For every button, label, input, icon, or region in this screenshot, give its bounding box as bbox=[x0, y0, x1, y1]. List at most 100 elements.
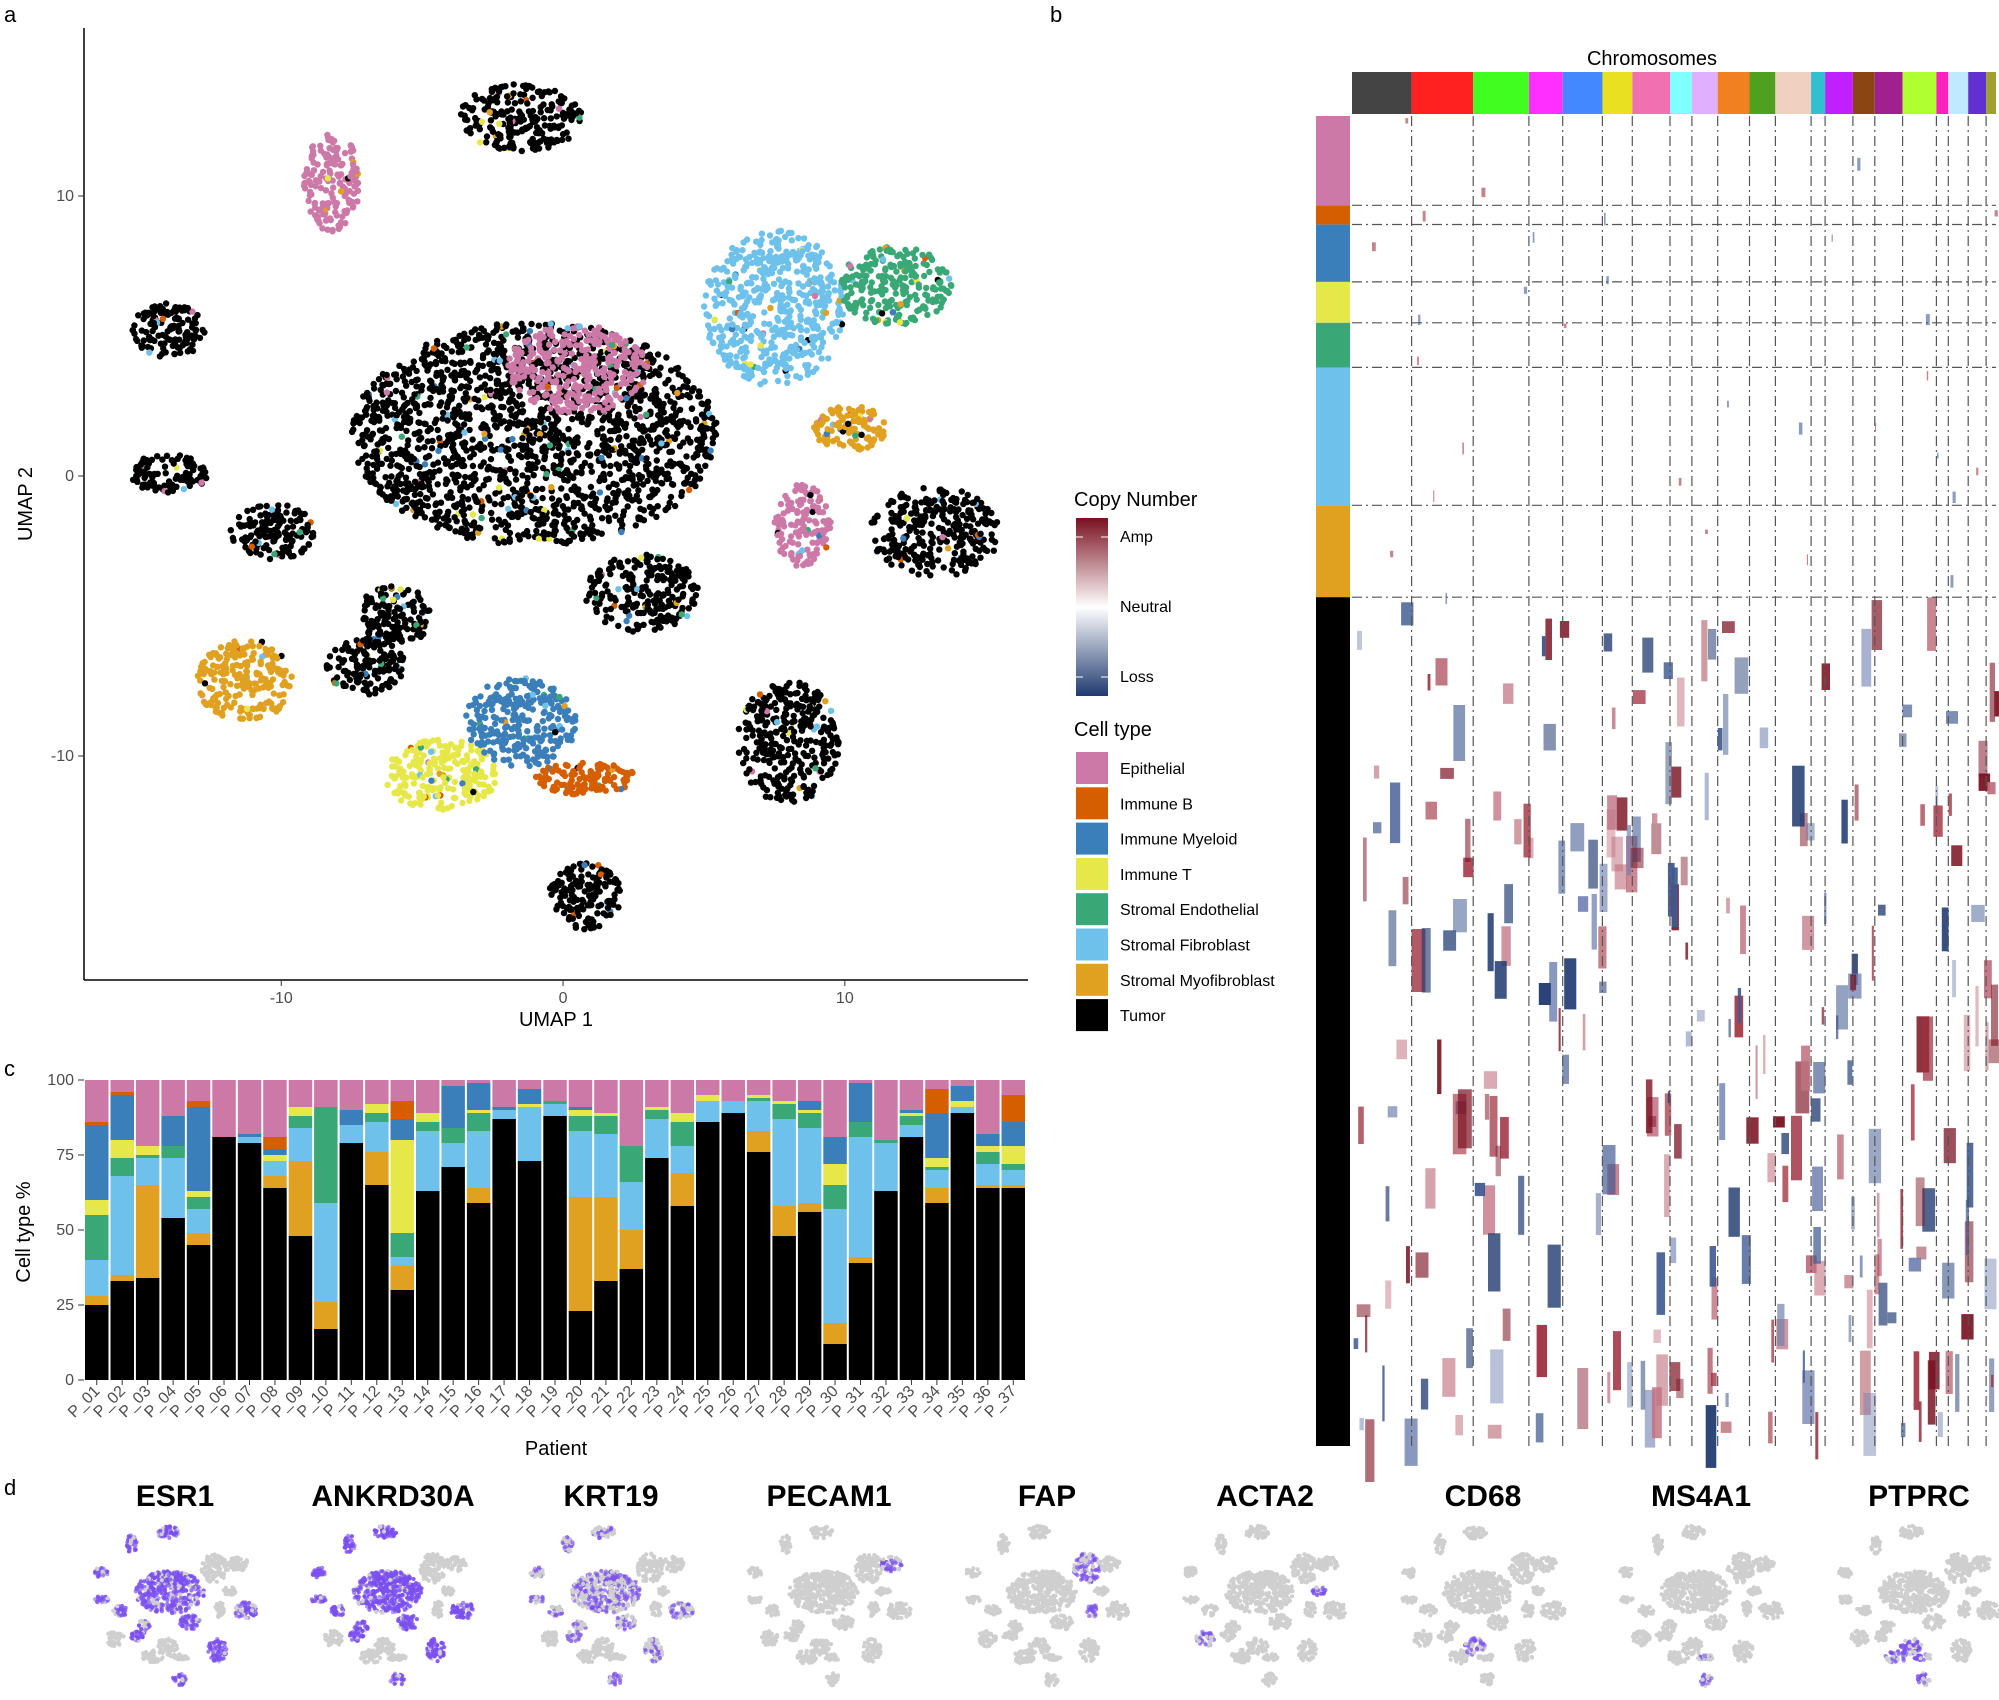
umap-point bbox=[372, 638, 379, 646]
umap-point bbox=[417, 596, 424, 603]
umap-point bbox=[558, 485, 565, 492]
umap-point bbox=[514, 513, 522, 521]
umap-point bbox=[876, 246, 884, 253]
umap-point bbox=[771, 780, 778, 787]
umap-point bbox=[867, 267, 874, 274]
umap-point bbox=[319, 168, 327, 176]
umap-point bbox=[180, 485, 188, 493]
umap-point bbox=[551, 87, 559, 95]
umap-point bbox=[809, 285, 817, 293]
umap-point bbox=[569, 439, 576, 446]
umap-point bbox=[694, 463, 702, 470]
umap-point bbox=[194, 311, 201, 319]
umap-point bbox=[625, 495, 632, 502]
umap-point bbox=[385, 380, 393, 388]
umap-point bbox=[895, 542, 903, 549]
umap-point bbox=[644, 605, 651, 612]
umap-point bbox=[802, 362, 809, 369]
umap-point bbox=[796, 679, 803, 686]
umap-point bbox=[444, 366, 451, 373]
umap-point bbox=[585, 372, 592, 379]
umap-point bbox=[848, 289, 855, 296]
umap-point bbox=[471, 92, 478, 99]
umap-point bbox=[340, 680, 347, 687]
umap-point bbox=[646, 563, 653, 570]
umap-point bbox=[705, 278, 712, 285]
umap-point bbox=[502, 475, 509, 482]
umap-point bbox=[402, 496, 410, 503]
umap-point bbox=[857, 298, 864, 305]
umap-point bbox=[438, 399, 445, 406]
umap-point bbox=[571, 101, 579, 108]
umap-point bbox=[832, 760, 839, 767]
umap-point bbox=[391, 371, 398, 378]
umap-point bbox=[919, 529, 926, 536]
umap-point bbox=[928, 520, 935, 527]
umap-point bbox=[514, 355, 522, 362]
umap-point bbox=[637, 561, 644, 569]
umap-point bbox=[765, 268, 773, 275]
umap-point bbox=[396, 624, 404, 631]
umap-point bbox=[916, 563, 923, 571]
umap-point bbox=[333, 212, 340, 219]
umap-point bbox=[690, 454, 697, 461]
umap-point bbox=[713, 287, 720, 294]
umap-point bbox=[478, 325, 485, 332]
umap-point bbox=[133, 476, 140, 483]
umap-point bbox=[792, 702, 800, 709]
umap-point bbox=[953, 543, 961, 550]
umap-point bbox=[583, 394, 590, 401]
umap-point bbox=[797, 252, 804, 259]
umap-cluster-9 bbox=[583, 551, 701, 635]
umap-point bbox=[343, 640, 350, 647]
umap-point bbox=[396, 605, 404, 613]
umap-point bbox=[684, 435, 692, 442]
umap-point bbox=[939, 497, 946, 505]
umap-point bbox=[613, 461, 620, 468]
umap-point bbox=[469, 107, 476, 114]
umap-point bbox=[589, 863, 596, 870]
umap-point bbox=[659, 404, 666, 411]
umap-point bbox=[432, 358, 440, 366]
umap-point bbox=[814, 325, 822, 333]
umap-point bbox=[144, 343, 152, 351]
umap-point bbox=[607, 605, 614, 613]
umap-point bbox=[600, 407, 607, 414]
umap-point bbox=[564, 865, 571, 872]
panel-letter-b: b bbox=[1050, 2, 1062, 27]
umap-point bbox=[354, 679, 361, 686]
umap-point bbox=[689, 596, 696, 603]
umap-point bbox=[373, 453, 381, 460]
umap-point bbox=[270, 538, 277, 545]
umap-point bbox=[314, 216, 321, 223]
umap-point bbox=[729, 321, 736, 328]
umap-point bbox=[535, 145, 543, 152]
umap-point bbox=[607, 911, 614, 919]
umap-point bbox=[477, 463, 484, 470]
umap-point bbox=[828, 271, 835, 278]
umap-point bbox=[390, 596, 397, 603]
umap-point bbox=[197, 473, 204, 480]
umap-point bbox=[773, 718, 781, 726]
umap-point bbox=[478, 424, 486, 432]
umap-point bbox=[509, 379, 516, 386]
umap-point bbox=[926, 268, 933, 276]
umap-point bbox=[648, 572, 655, 579]
umap-point bbox=[758, 717, 765, 724]
umap-point bbox=[160, 345, 167, 352]
umap-point bbox=[767, 359, 774, 366]
umap-point bbox=[183, 461, 190, 468]
umap-point bbox=[763, 347, 770, 354]
umap-point bbox=[397, 612, 404, 620]
umap-point bbox=[741, 353, 748, 361]
umap-point bbox=[594, 431, 601, 438]
umap-point bbox=[301, 545, 308, 552]
umap-point bbox=[887, 261, 894, 268]
umap-point bbox=[830, 723, 837, 730]
umap-point bbox=[596, 600, 603, 607]
umap-point bbox=[511, 100, 519, 107]
umap-point bbox=[781, 318, 789, 325]
umap-point bbox=[674, 389, 681, 397]
umap-point bbox=[735, 294, 743, 301]
umap-point bbox=[770, 333, 778, 340]
